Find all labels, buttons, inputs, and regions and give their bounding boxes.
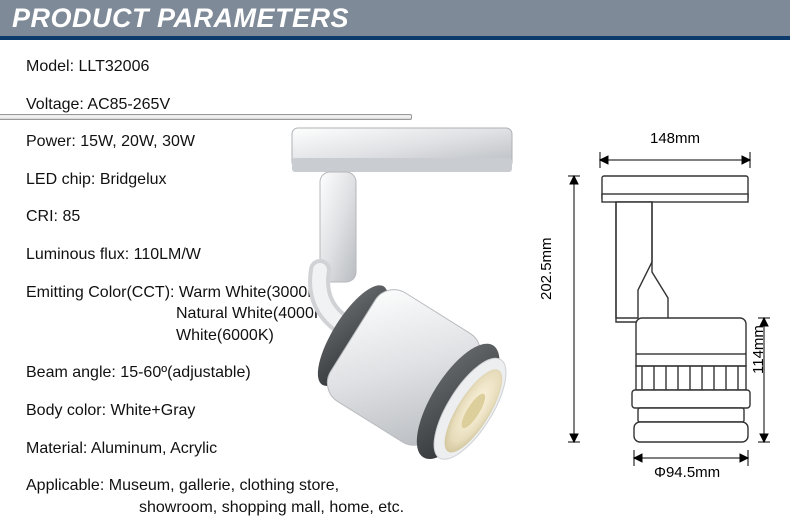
spec-value: White+Gray xyxy=(111,402,196,419)
page-title: PRODUCT PARAMETERS xyxy=(12,3,349,34)
dim-width: 148mm xyxy=(650,130,700,147)
spec-value: 110LM/W xyxy=(134,246,201,263)
spec-label: Body color: xyxy=(26,402,106,419)
spec-label: Luminous flux: xyxy=(26,246,129,263)
technical-drawing: 148mm 202.5mm 114mm Φ94.5mm xyxy=(560,122,780,492)
spec-label: LED chip: xyxy=(26,171,95,188)
spec-label: Material: xyxy=(26,440,87,457)
track-rail xyxy=(0,114,412,120)
spec-row: Model: LLT32006 xyxy=(26,56,466,78)
drawing-svg xyxy=(560,122,780,492)
spec-value: 85 xyxy=(62,208,80,225)
spec-label: Emitting Color(CCT): xyxy=(26,284,174,301)
product-render xyxy=(222,110,552,490)
spec-value: LLT32006 xyxy=(78,58,149,75)
product-photo xyxy=(222,110,552,490)
spec-value: Bridgelux xyxy=(100,171,167,188)
spec-value: showroom, shopping mall, home, etc. xyxy=(26,499,404,516)
header-bar: PRODUCT PARAMETERS xyxy=(0,0,790,36)
spec-label: Power: xyxy=(26,133,76,150)
spec-label: Model: xyxy=(26,58,74,75)
spec-value: Aluminum, Acrylic xyxy=(91,440,217,457)
spec-value: 15W, 20W, 30W xyxy=(80,133,195,150)
dim-diameter: Φ94.5mm xyxy=(654,464,720,481)
dim-side: 114mm xyxy=(750,325,767,374)
spec-label: Applicable: xyxy=(26,477,104,494)
spec-value: AC85-265V xyxy=(87,96,170,113)
dim-height: 202.5mm xyxy=(538,237,555,300)
header-underline xyxy=(0,36,790,40)
spec-label: CRI: xyxy=(26,208,58,225)
spec-label: Voltage: xyxy=(26,96,84,113)
spec-label: Beam angle: xyxy=(26,364,116,381)
